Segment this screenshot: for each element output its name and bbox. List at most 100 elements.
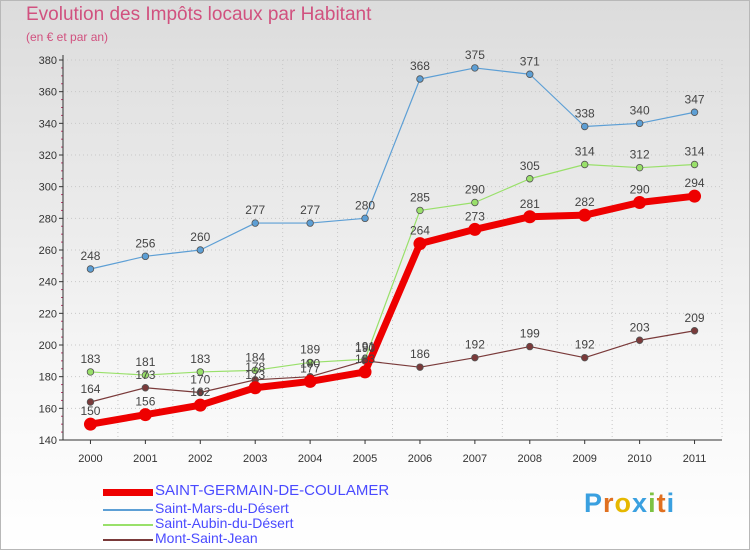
data-label: 173 <box>245 368 265 382</box>
x-tick-label: 2001 <box>133 453 157 465</box>
x-tick-label: 2002 <box>188 453 212 465</box>
series-line <box>89 330 696 403</box>
data-point <box>86 368 95 376</box>
data-label: 183 <box>190 352 210 366</box>
data-label: 340 <box>630 103 650 117</box>
chart-title: Evolution des Impôts locaux par Habitant <box>26 4 372 25</box>
x-tick-label: 2008 <box>518 453 542 465</box>
data-point <box>635 163 644 172</box>
logo-letter: i <box>666 488 676 518</box>
data-point <box>526 175 534 183</box>
data-label: 277 <box>245 203 265 217</box>
y-tick-label: 140 <box>39 435 57 447</box>
data-label: 264 <box>410 224 430 238</box>
legend-label: SAINT-GERMAIN-DE-COULAMER <box>155 482 390 499</box>
data-label: 186 <box>410 347 430 361</box>
data-label: 375 <box>465 48 485 62</box>
data-point <box>196 388 204 397</box>
data-point <box>416 75 424 83</box>
y-tick-label: 200 <box>39 340 57 352</box>
legend-label: Saint-Aubin-du-Désert <box>155 515 294 531</box>
legend-swatch <box>103 524 153 526</box>
x-tick-label: 2011 <box>683 453 707 465</box>
data-label: 281 <box>520 197 540 211</box>
data-point <box>141 384 150 392</box>
data-label: 183 <box>355 352 375 366</box>
data-point <box>526 342 534 351</box>
data-point <box>581 160 589 169</box>
data-point <box>141 252 150 261</box>
data-point <box>196 368 204 376</box>
data-label: 273 <box>465 209 485 223</box>
data-point <box>196 246 204 254</box>
y-tick-label: 260 <box>39 245 57 257</box>
data-point <box>138 408 152 422</box>
data-label: 164 <box>80 382 100 396</box>
y-tick-label: 160 <box>39 403 57 415</box>
data-label: 290 <box>465 183 485 197</box>
legend-label: Mont-Saint-Jean <box>155 530 258 546</box>
data-label: 191 <box>355 339 375 353</box>
data-point <box>306 358 314 367</box>
y-tick-label: 340 <box>39 118 57 130</box>
proxiti-logo: Proxiti <box>584 488 675 519</box>
data-label: 178 <box>245 360 265 374</box>
data-point <box>581 353 589 362</box>
data-point <box>523 210 537 224</box>
logo-letter: t <box>656 488 667 518</box>
data-label: 294 <box>685 176 705 190</box>
y-tick-label: 320 <box>39 150 57 162</box>
series-line <box>89 163 696 376</box>
x-tick-label: 2007 <box>463 453 487 465</box>
data-point <box>578 208 592 222</box>
data-point <box>635 336 644 344</box>
data-label: 199 <box>520 327 540 341</box>
data-label: 189 <box>300 342 320 356</box>
data-point <box>141 371 150 379</box>
data-label: 190 <box>355 341 375 355</box>
y-tick-label: 380 <box>39 55 57 67</box>
logo-letter: r <box>603 488 615 518</box>
x-tick-label: 2003 <box>243 453 267 465</box>
data-label: 192 <box>575 338 595 352</box>
data-point <box>248 381 262 395</box>
y-tick-label: 280 <box>39 213 57 225</box>
x-tick-label: 2004 <box>298 453 322 465</box>
series-line <box>86 192 699 428</box>
data-label: 338 <box>575 107 595 121</box>
data-label: 347 <box>685 92 705 106</box>
data-label: 277 <box>300 203 320 217</box>
data-label: 183 <box>80 352 100 366</box>
data-label: 156 <box>135 395 155 409</box>
data-label: 312 <box>630 148 650 162</box>
data-label: 173 <box>135 368 155 382</box>
data-point <box>471 64 479 72</box>
data-point <box>471 353 479 362</box>
data-label: 184 <box>245 350 265 364</box>
x-tick-label: 2009 <box>572 453 596 465</box>
data-label: 305 <box>520 159 540 173</box>
data-label: 290 <box>630 183 650 197</box>
y-tick-label: 220 <box>39 308 57 320</box>
data-point <box>86 265 95 273</box>
data-label: 170 <box>190 373 210 387</box>
data-point <box>193 398 207 412</box>
data-label: 181 <box>135 355 155 369</box>
legend-swatch <box>103 539 153 541</box>
x-tick-label: 2010 <box>627 453 651 465</box>
data-label: 203 <box>630 320 650 334</box>
data-label: 280 <box>355 198 375 212</box>
data-label: 192 <box>465 338 485 352</box>
legend-label: Saint-Mars-du-Désert <box>155 500 289 516</box>
data-point <box>471 198 479 207</box>
data-label: 314 <box>575 145 595 159</box>
data-point <box>635 119 644 128</box>
series-line <box>89 67 696 270</box>
data-point <box>416 363 424 371</box>
data-label: 180 <box>300 357 320 371</box>
data-point <box>358 365 372 379</box>
logo-letter: x <box>632 488 649 518</box>
data-label: 314 <box>685 145 705 159</box>
y-tick-label: 240 <box>39 277 57 289</box>
data-label: 150 <box>80 404 100 418</box>
